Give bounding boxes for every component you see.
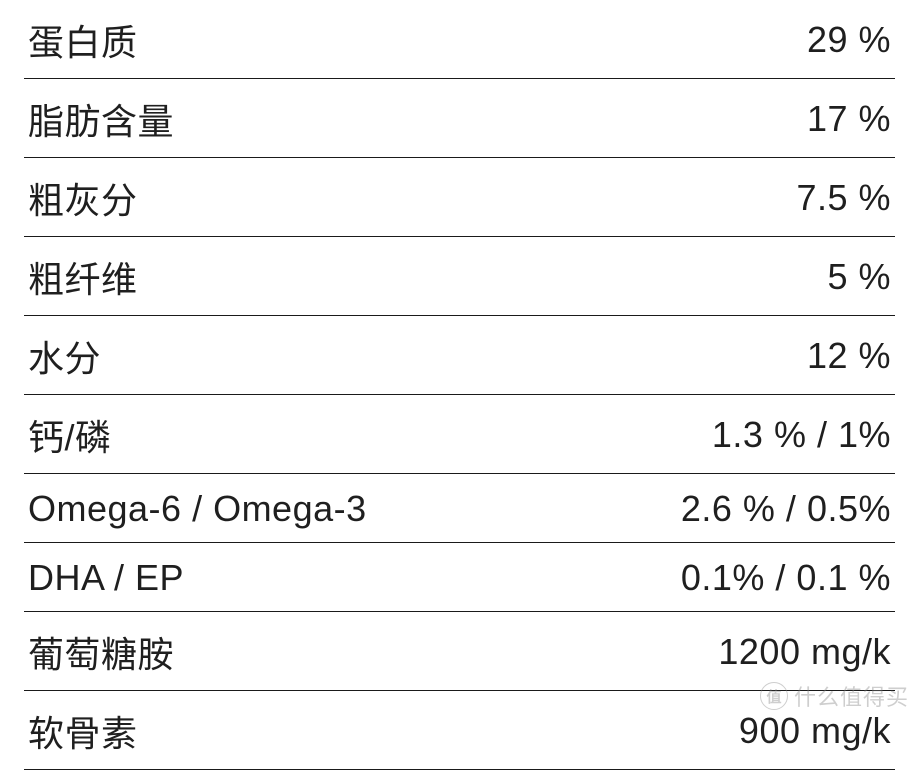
row-value: 17 %: [807, 98, 891, 140]
row-label: 脂肪含量: [28, 93, 174, 145]
table-row: 蛋白质 29 %: [24, 0, 895, 79]
table-row: Omega-6 / Omega-3 2.6 % / 0.5%: [24, 474, 895, 543]
watermark: 值 什么值得买: [760, 680, 909, 712]
table-row: 粗灰分 7.5 %: [24, 158, 895, 237]
row-value: 900 mg/k: [739, 710, 891, 752]
watermark-text: 什么值得买: [794, 680, 909, 712]
row-value: 2.6 % / 0.5%: [681, 488, 891, 530]
row-value: 12 %: [807, 335, 891, 377]
row-label: 粗纤维: [28, 251, 138, 303]
nutrition-table: 蛋白质 29 % 脂肪含量 17 % 粗灰分 7.5 % 粗纤维 5 % 水分 …: [0, 0, 919, 770]
row-value: 7.5 %: [796, 177, 891, 219]
row-value: 29 %: [807, 19, 891, 61]
table-row: 钙/磷 1.3 % / 1%: [24, 395, 895, 474]
table-row: DHA / EP 0.1% / 0.1 %: [24, 543, 895, 612]
row-value: 1200 mg/k: [718, 631, 891, 673]
watermark-icon: 值: [760, 682, 788, 710]
row-label: 软骨素: [28, 705, 138, 757]
row-label: 钙/磷: [28, 409, 112, 461]
row-value: 5 %: [827, 256, 891, 298]
table-row: 脂肪含量 17 %: [24, 79, 895, 158]
row-label: 水分: [28, 330, 101, 382]
row-label: 蛋白质: [28, 14, 138, 66]
table-row: 粗纤维 5 %: [24, 237, 895, 316]
row-label: DHA / EP: [28, 557, 184, 599]
row-value: 1.3 % / 1%: [712, 414, 891, 456]
row-label: Omega-6 / Omega-3: [28, 488, 367, 530]
row-value: 0.1% / 0.1 %: [681, 557, 891, 599]
row-label: 粗灰分: [28, 172, 138, 224]
table-row: 水分 12 %: [24, 316, 895, 395]
row-label: 葡萄糖胺: [28, 626, 174, 678]
